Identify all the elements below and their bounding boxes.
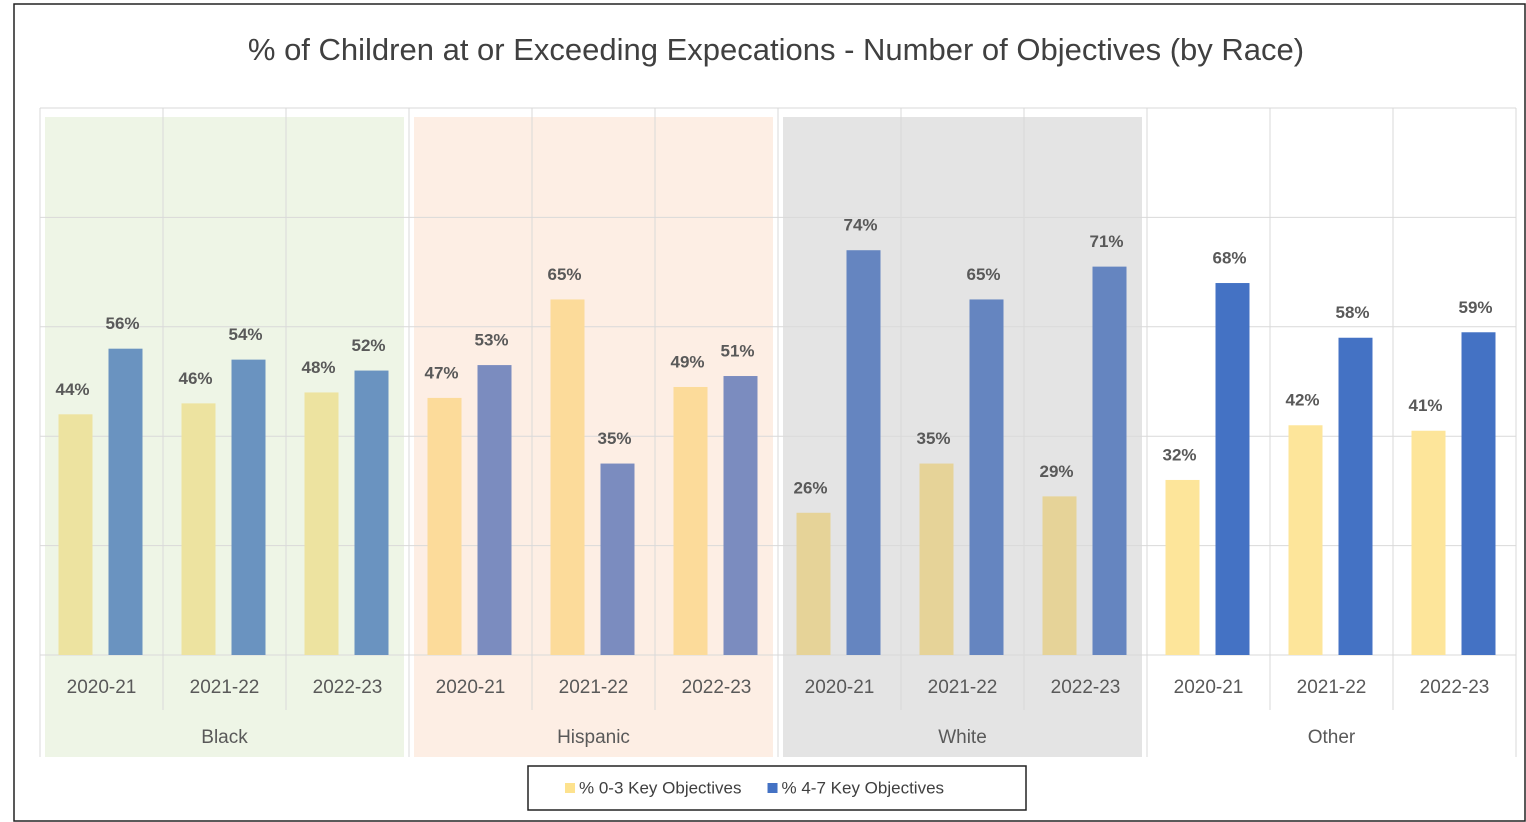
- legend-swatch: [767, 783, 778, 793]
- data-label: 65%: [547, 265, 581, 284]
- bar: [919, 463, 954, 655]
- bar: [1092, 266, 1127, 655]
- group-label: Hispanic: [557, 727, 630, 748]
- x-tick-label: 2021-22: [559, 677, 629, 698]
- bar: [1338, 337, 1373, 655]
- bar: [1042, 496, 1077, 655]
- bar: [969, 299, 1004, 655]
- data-label: 35%: [597, 429, 631, 448]
- data-label: 52%: [351, 336, 385, 355]
- data-label: 46%: [178, 369, 212, 388]
- data-label: 49%: [670, 352, 704, 371]
- bar: [354, 370, 389, 655]
- bar: [550, 299, 585, 655]
- data-label: 53%: [474, 331, 508, 350]
- bar: [600, 463, 635, 655]
- x-tick-label: 2022-23: [682, 677, 752, 698]
- data-label: 42%: [1285, 391, 1319, 410]
- bar: [58, 414, 93, 655]
- bar: [796, 512, 831, 655]
- bar: [231, 359, 266, 655]
- legend-label: % 4-7 Key Objectives: [782, 778, 945, 797]
- group-panel: [414, 117, 773, 757]
- bar: [673, 386, 708, 655]
- data-label: 35%: [916, 429, 950, 448]
- data-label: 48%: [301, 358, 335, 377]
- bar: [427, 397, 462, 655]
- data-label: 65%: [966, 265, 1000, 284]
- x-tick-label: 2020-21: [1174, 677, 1244, 698]
- x-tick-label: 2022-23: [313, 677, 383, 698]
- group-panel: [45, 117, 404, 757]
- x-tick-label: 2020-21: [805, 677, 875, 698]
- data-label: 44%: [55, 380, 89, 399]
- bar: [723, 376, 758, 655]
- legend-label: % 0-3 Key Objectives: [579, 778, 742, 797]
- x-tick-label: 2020-21: [67, 677, 137, 698]
- x-tick-label: 2022-23: [1051, 677, 1121, 698]
- data-label: 51%: [720, 342, 754, 361]
- x-tick-label: 2020-21: [436, 677, 506, 698]
- group-label: Other: [1308, 727, 1356, 748]
- x-tick-label: 2021-22: [1297, 677, 1367, 698]
- legend-swatch: [565, 783, 575, 793]
- data-label: 29%: [1039, 462, 1073, 481]
- bar: [846, 250, 881, 655]
- data-label: 41%: [1408, 396, 1442, 415]
- bar: [1165, 479, 1200, 655]
- group-label: Black: [201, 727, 248, 748]
- bar: [477, 365, 512, 655]
- data-label: 32%: [1162, 445, 1196, 464]
- bar: [1215, 283, 1250, 655]
- bar: [108, 348, 143, 655]
- x-tick-label: 2021-22: [928, 677, 998, 698]
- data-label: 71%: [1089, 232, 1123, 251]
- group-label: White: [938, 727, 987, 748]
- group-panel: [783, 117, 1142, 757]
- bar: [1288, 425, 1323, 655]
- data-label: 54%: [228, 325, 262, 344]
- bar: [1461, 332, 1496, 655]
- bar: [304, 392, 339, 655]
- bar: [1411, 430, 1446, 655]
- x-tick-label: 2022-23: [1420, 677, 1490, 698]
- data-label: 47%: [424, 363, 458, 382]
- data-label: 68%: [1212, 249, 1246, 268]
- chart-title: % of Children at or Exceeding Expecation…: [248, 32, 1304, 67]
- x-tick-label: 2021-22: [190, 677, 260, 698]
- data-label: 59%: [1458, 298, 1492, 317]
- data-label: 74%: [843, 216, 877, 235]
- bar: [181, 403, 216, 655]
- data-label: 56%: [105, 314, 139, 333]
- data-label: 58%: [1335, 303, 1369, 322]
- data-label: 26%: [793, 478, 827, 497]
